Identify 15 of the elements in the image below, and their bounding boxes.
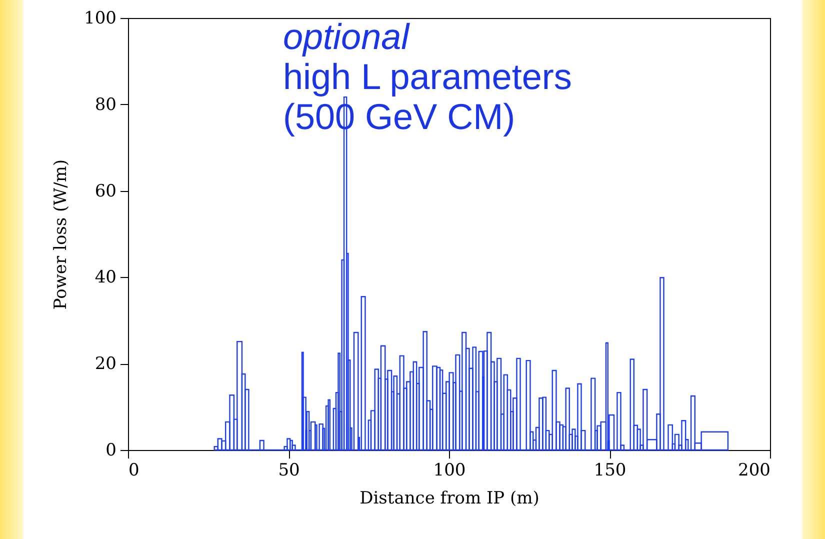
y-tick-label: 100 [84,8,116,28]
y-axis-title: Power loss (W/m) [51,159,72,310]
y-tick-label: 60 [94,181,116,202]
y-tick-label: 0 [106,440,116,460]
y-tick-label: 20 [94,354,116,374]
y-tick-label: 80 [94,94,116,115]
x-tick-label: 150 [594,460,626,480]
x-axis-title: Distance from IP (m) [360,488,540,508]
x-tick-label: 200 [738,460,770,480]
x-tick-label: 50 [278,460,300,480]
x-tick-label: 100 [433,460,466,480]
x-tick-label: 0 [128,460,140,480]
annotation: optional [283,16,410,57]
y-tick-label: 40 [94,268,116,288]
annotation: high L parameters [283,56,572,97]
